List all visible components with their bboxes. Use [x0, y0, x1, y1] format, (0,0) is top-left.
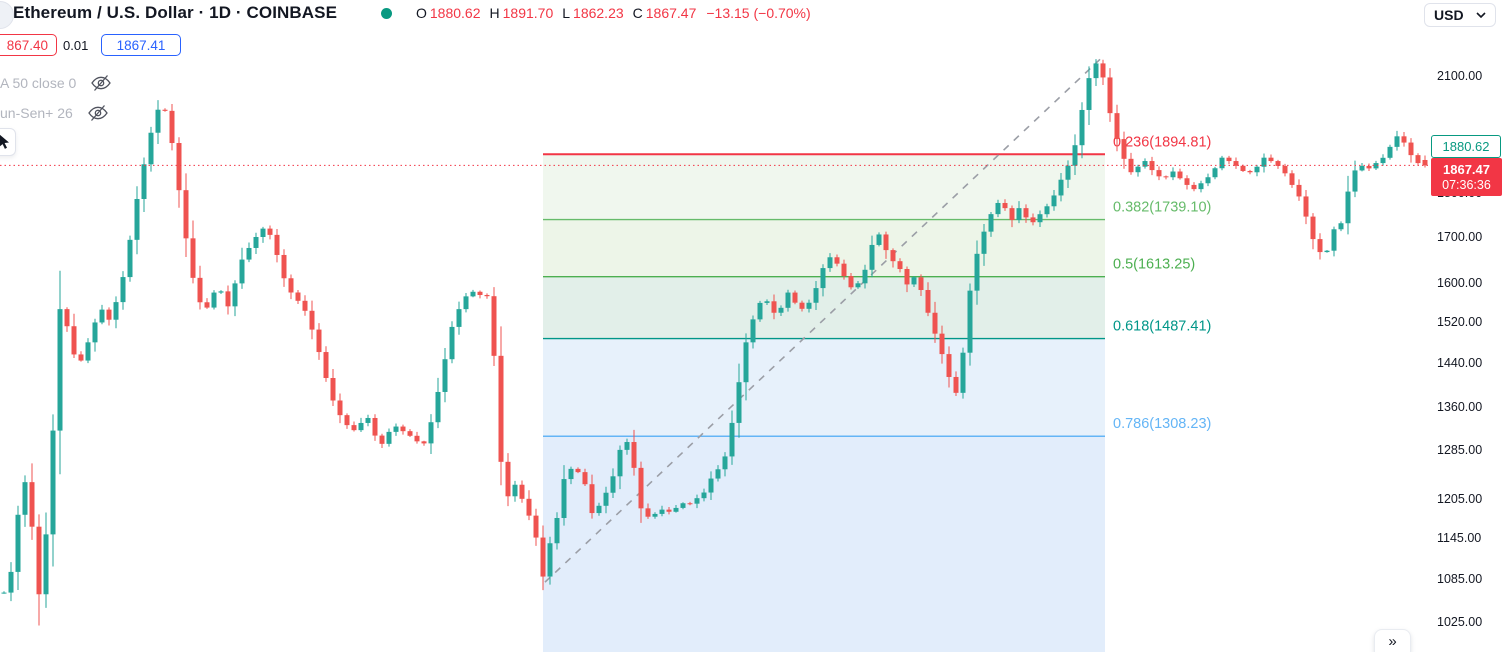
last-price-label: 1867.47 07:36:36: [1431, 158, 1502, 197]
chevron-down-icon: [1476, 12, 1486, 18]
fib-level-label[interactable]: 0.5(1613.25): [1113, 257, 1195, 273]
currency-value: USD: [1434, 7, 1464, 23]
ohlc-close-value: 1867.47: [645, 5, 697, 21]
ohlc-open-value: 1880.62: [429, 5, 481, 21]
indicator-label[interactable]: A 50 close 0: [0, 75, 77, 91]
price-tick: 1520.00: [1437, 315, 1483, 330]
indicator-row: un-Sen+ 26: [0, 102, 109, 124]
open-price-label: 1880.62: [1431, 135, 1501, 159]
price-tick: 1285.00: [1437, 442, 1483, 457]
price-tick: 1085.00: [1437, 571, 1483, 586]
spread-value: 0.01: [63, 38, 89, 53]
ohlc-high-label: H: [489, 5, 500, 21]
connection-status-dot: [381, 8, 392, 19]
fib-level-label[interactable]: 0.382(1739.10): [1113, 200, 1211, 216]
ohlc-low-label: L: [562, 5, 571, 21]
indicator-label[interactable]: un-Sen+ 26: [0, 105, 73, 121]
price-tick: 1600.00: [1437, 275, 1483, 290]
last-price-value: 1867.47: [1443, 162, 1490, 178]
bar-countdown: 07:36:36: [1442, 178, 1491, 193]
ohlc-open-label: O: [416, 5, 427, 21]
indicator-row: A 50 close 0: [0, 72, 112, 94]
double-chevron-right-icon: »: [1388, 633, 1397, 650]
buy-price-button[interactable]: 1867.41: [101, 34, 181, 56]
eye-hidden-icon[interactable]: [87, 102, 109, 124]
fib-level-label[interactable]: 0.236(1894.81): [1113, 134, 1211, 150]
ohlc-readout: O 1880.62 H 1891.70 L 1862.23 C 1867.47 …: [416, 5, 811, 21]
sell-price-button[interactable]: 867.40: [0, 34, 57, 56]
price-tick: 2100.00: [1437, 69, 1483, 83]
fib-level-label[interactable]: 0.618(1487.41): [1113, 319, 1211, 335]
price-change: −13.15 (−0.70%): [706, 5, 811, 21]
ohlc-close-label: C: [632, 5, 643, 21]
ohlc-low-value: 1862.23: [573, 5, 624, 21]
price-tick: 1025.00: [1437, 614, 1483, 629]
cursor-arrow-icon: [0, 134, 9, 149]
price-tick: 1700.00: [1437, 229, 1483, 244]
fib-level-label[interactable]: 0.786(1308.23): [1113, 416, 1211, 432]
price-tick: 1205.00: [1437, 491, 1483, 506]
symbol-button[interactable]: Ethereum / U.S. Dollar · 1D · COINBASE: [13, 3, 338, 22]
price-tick: 1145.00: [1437, 530, 1482, 545]
eye-hidden-icon[interactable]: [90, 72, 112, 94]
price-tick: 1440.00: [1437, 356, 1483, 371]
cursor-tool-button[interactable]: [0, 128, 16, 156]
price-tick: 1360.00: [1437, 399, 1483, 414]
open-price-value: 1880.62: [1442, 139, 1490, 155]
collapse-panel-button[interactable]: »: [1374, 629, 1411, 652]
currency-dropdown[interactable]: USD: [1424, 3, 1496, 27]
ohlc-high-value: 1891.70: [502, 5, 554, 21]
